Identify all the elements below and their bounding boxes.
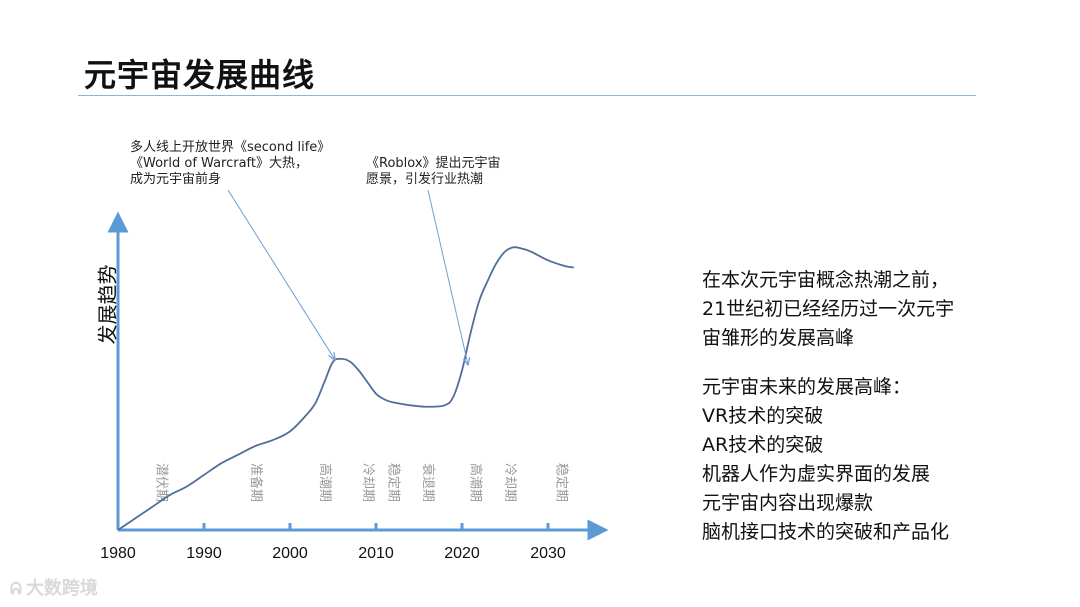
annotation-second-life: 多人线上开放世界《second life》 《World of Warcraft… [130,140,330,188]
side-list-item: VR技术的突破 [702,405,824,427]
x-tick-label: 2030 [530,545,566,562]
annotation-arrow [227,189,335,360]
phase-label: 衰退期 [420,463,436,502]
trend-line [117,246,574,531]
side-text-line: 21世纪初已经经历过一次元宇 [702,298,955,320]
x-tick-label: 2020 [444,545,480,562]
annotation-line: 《Roblox》提出元宇宙 [366,156,501,171]
annotation-roblox: 《Roblox》提出元宇宙 愿景，引发行业热潮 [366,156,501,188]
side-text-line: 宙雏形的发展高峰 [702,327,855,349]
annotation-arrow [427,189,468,365]
x-tick-label: 2000 [272,545,308,562]
annotation-line: 多人线上开放世界《second life》 [130,140,331,155]
annotation-line: 成为元宇宙前身 [130,172,222,187]
side-list-item: 机器人作为虚实界面的发展 [702,463,931,485]
side-text-line: 在本次元宇宙概念热潮之前， [702,269,950,291]
phase-label: 冷却期 [360,463,375,502]
side-text-heading: 元宇宙未来的发展高峰： [702,376,912,398]
phase-label: 高潮期 [467,463,483,502]
x-tick-label: 1980 [100,545,136,562]
side-list-item: 元宇宙内容出现爆款 [702,492,874,514]
paragraph-gap [702,353,1032,373]
watermark: ᕱ 大数跨境 [10,574,98,600]
phase-label: 潜伏期 [154,463,169,502]
annotation-line: 愿景，引发行业热潮 [366,172,484,187]
title-divider [78,95,976,96]
y-axis-label: 发展趋势 [95,264,120,345]
phase-label: 冷却期 [502,463,517,502]
side-list-item: 脑机接口技术的突破和产品化 [702,521,950,543]
phase-label: 稳定期 [553,463,569,502]
watermark-text: 大数跨境 [25,578,98,599]
page-title: 元宇宙发展曲线 [84,56,316,94]
side-description: 在本次元宇宙概念热潮之前， 21世纪初已经经历过一次元宇 宙雏形的发展高峰 元宇… [702,266,1032,547]
annotation-line: 《World of Warcraft》大热， [130,156,309,171]
phase-label: 高潮期 [317,463,333,502]
x-tick-label: 1990 [186,545,222,562]
logo-icon: ᕱ [10,579,22,598]
phase-label: 准备期 [248,463,264,502]
phase-label: 稳定期 [386,463,402,502]
side-list-item: AR技术的突破 [702,434,824,456]
x-tick-label: 2010 [358,545,394,562]
